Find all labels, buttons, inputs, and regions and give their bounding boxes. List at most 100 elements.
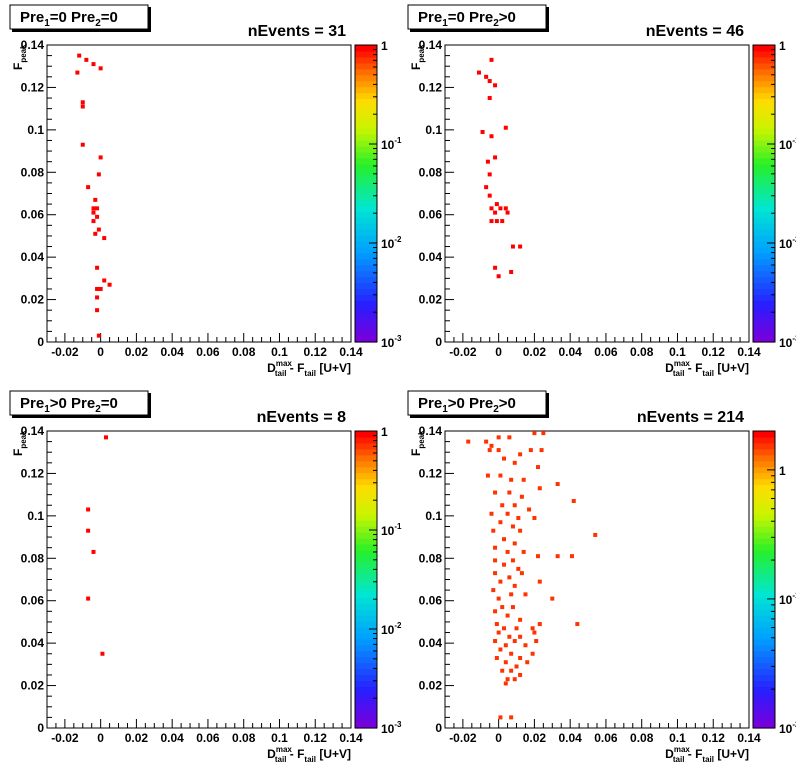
palette-band: [753, 151, 775, 159]
palette-label-base: 1: [381, 425, 388, 439]
xlabel-rest: - F: [286, 747, 304, 761]
palette-band: [753, 656, 775, 664]
data-point: [507, 634, 512, 639]
x-tick-label: 0.12: [304, 345, 328, 359]
data-point: [510, 244, 515, 249]
palette-band: [355, 698, 377, 705]
data-point: [535, 554, 540, 559]
palette-label-exp: -1: [394, 136, 402, 145]
palette-band: [355, 561, 377, 569]
data-point: [518, 244, 523, 249]
xlabel-sub: tail: [673, 755, 685, 764]
data-point: [489, 511, 494, 516]
data-point: [535, 465, 540, 470]
palette-band: [355, 597, 377, 604]
palette-band: [753, 490, 775, 497]
y-tick-label: 0.08: [419, 551, 443, 565]
data-point: [494, 219, 499, 224]
palette-label: 10-3: [381, 334, 402, 350]
palette-band: [355, 549, 377, 557]
palette-band: [753, 92, 775, 100]
title-text: Pre: [418, 9, 442, 26]
data-point: [575, 622, 580, 627]
palette-band: [355, 211, 377, 218]
x-tick-label: 0.1: [669, 731, 686, 745]
palette-band: [753, 145, 775, 153]
data-point: [514, 664, 519, 669]
palette-label-exp: -3: [792, 334, 796, 343]
x-tick-label: 0.14: [339, 731, 363, 745]
data-point: [93, 231, 98, 236]
palette-band: [355, 704, 377, 711]
palette-band: [355, 466, 377, 474]
palette-band: [355, 116, 377, 123]
xlabel-sub: tail: [275, 369, 287, 378]
data-point: [509, 592, 514, 597]
data-point: [493, 265, 498, 270]
palette-label: 10-1: [381, 136, 402, 152]
palette-band: [753, 609, 775, 616]
x-tick-label: 0.04: [160, 345, 184, 359]
stats-text: nEvents = 31: [248, 23, 346, 40]
data-point: [512, 639, 517, 644]
y-tick-label: 0.06: [21, 594, 45, 608]
palette-band: [355, 217, 377, 224]
data-point: [503, 125, 508, 130]
panel-title: Pre1>0 Pre2=0: [20, 395, 118, 415]
data-point: [507, 575, 512, 580]
y-tick-label: 0.12: [21, 80, 45, 94]
palette-band: [355, 122, 377, 129]
title-subscript: 2: [95, 404, 101, 415]
data-point: [532, 630, 537, 635]
palette-band: [355, 686, 377, 693]
x-tick-label: 0.06: [594, 345, 618, 359]
palette-band: [753, 187, 775, 195]
palette-band: [355, 62, 377, 70]
y-tick-label: 0.14: [419, 424, 443, 438]
xlabel-sub: tail: [673, 369, 685, 378]
data-point: [518, 655, 523, 660]
title-text: =0: [101, 395, 118, 412]
palette-band: [753, 312, 775, 319]
y-tick-label: 0.12: [419, 466, 443, 480]
data-point: [91, 62, 96, 67]
data-point: [80, 100, 85, 105]
palette-label-exp: -1: [394, 522, 402, 531]
palette-frame: [752, 44, 776, 343]
x-tick-label: 0.14: [339, 345, 363, 359]
data-point: [502, 456, 507, 461]
data-point: [493, 155, 498, 160]
data-point: [521, 549, 526, 554]
data-point: [500, 503, 505, 508]
palette-band: [753, 597, 775, 604]
palette-band: [753, 466, 775, 474]
data-point: [86, 185, 91, 190]
palette-band: [753, 448, 775, 456]
title-box-shadow: [12, 29, 150, 32]
title-box-shadow: [148, 393, 151, 418]
palette-label: 10-1: [381, 522, 402, 538]
data-point: [77, 53, 82, 58]
palette-band: [753, 229, 775, 236]
palette-band: [753, 175, 775, 183]
title-subscript: 1: [44, 18, 50, 29]
palette-label: 10-2: [779, 235, 796, 251]
data-point: [537, 486, 542, 491]
palette-band: [753, 579, 775, 587]
palette-label-base: 10: [381, 524, 395, 538]
panel-4: -0.02 0 0.02 0.04 0.06 0.08 0.1 0.12 0.1400.020.…: [407, 390, 796, 764]
palette-band: [753, 140, 775, 147]
y-tick-label: 0.02: [419, 293, 443, 307]
palette-band: [355, 92, 377, 100]
data-point: [489, 219, 494, 224]
palette-band: [753, 472, 775, 480]
x-tick-label: 0.02: [523, 345, 547, 359]
palette-band: [355, 187, 377, 195]
xlabel-main: D: [665, 361, 674, 375]
data-point: [523, 592, 528, 597]
title-text: =0: [101, 9, 118, 26]
data-point: [95, 265, 100, 270]
data-point: [91, 219, 96, 224]
data-point: [98, 155, 103, 160]
title-subscript: 2: [95, 18, 101, 29]
